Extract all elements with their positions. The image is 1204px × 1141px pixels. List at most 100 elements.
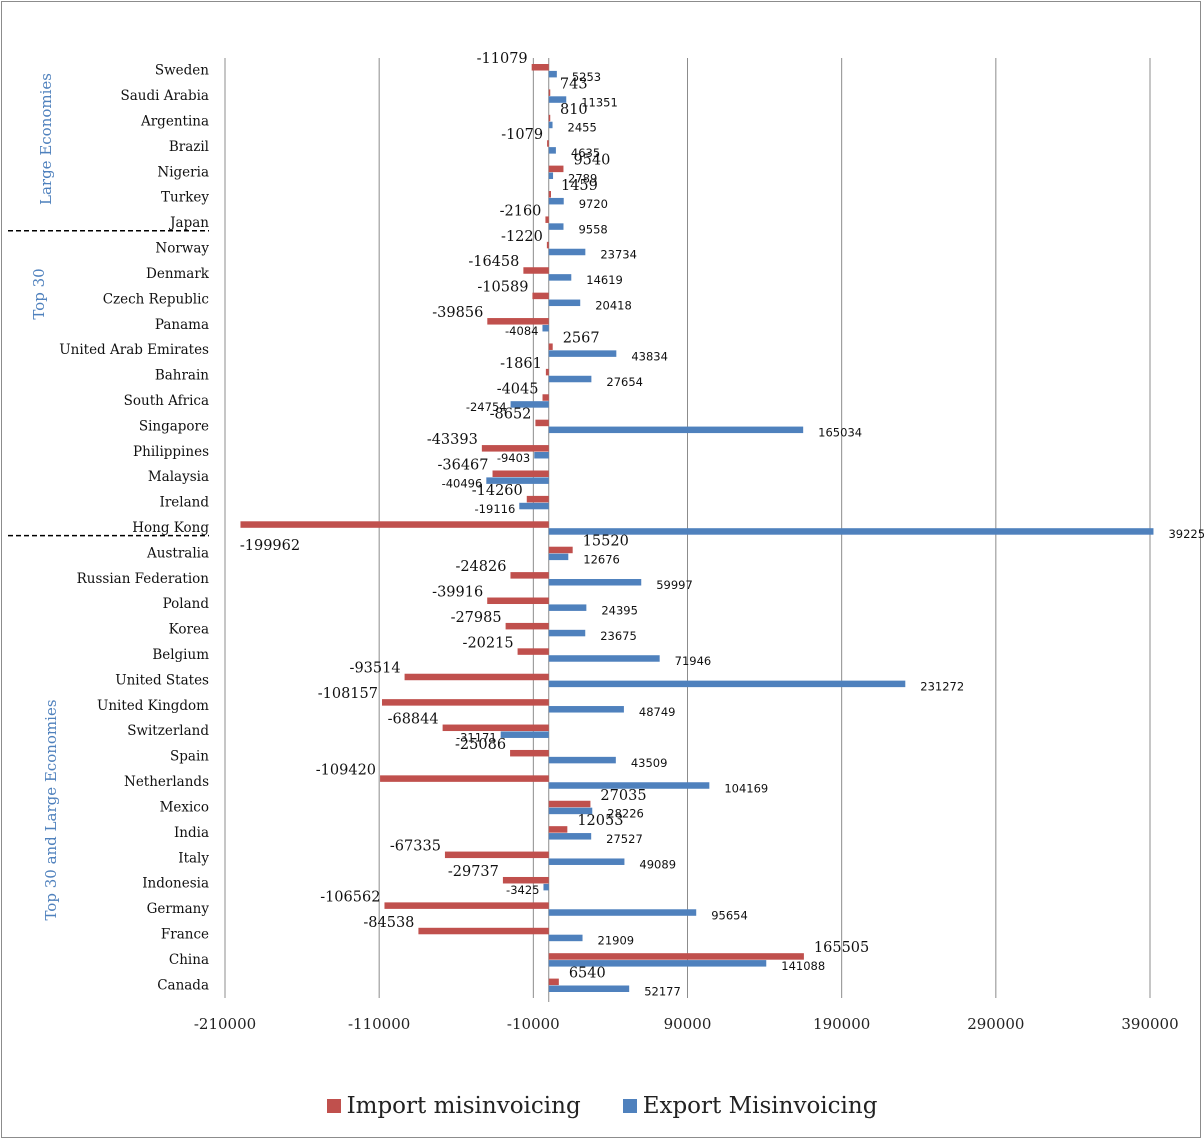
bar-import xyxy=(510,749,549,757)
data-label-import: -29737 xyxy=(448,864,499,880)
data-label-import: -16458 xyxy=(468,254,519,270)
category-label: Mexico xyxy=(160,799,209,815)
bar-export xyxy=(548,985,630,992)
data-label-export: 104169 xyxy=(724,781,768,795)
bar-import xyxy=(532,292,549,300)
bar-import xyxy=(548,546,573,554)
legend-swatch-import xyxy=(326,1099,341,1113)
legend-label-import: Import misinvoicing xyxy=(346,1093,581,1119)
data-label-export: 165034 xyxy=(818,426,862,440)
bar-import xyxy=(492,470,549,477)
bar-import xyxy=(442,724,549,732)
data-label-import: 810 xyxy=(560,102,588,118)
bar-import xyxy=(382,699,549,706)
data-label-import: -36467 xyxy=(437,457,488,473)
category-label: Italy xyxy=(178,850,209,866)
category-label: Nigeria xyxy=(157,164,209,180)
data-label-import: -84538 xyxy=(363,915,414,931)
bar-export xyxy=(548,274,572,281)
data-label-import: -10589 xyxy=(477,280,528,296)
legend: Import misinvoicing Export Misinvoicing xyxy=(0,1088,1204,1124)
data-label-import: -1079 xyxy=(501,127,543,143)
bar-import xyxy=(545,368,549,376)
bar-export xyxy=(548,782,710,789)
data-label-import: -93514 xyxy=(350,661,401,677)
data-label-export: 4635 xyxy=(571,146,600,160)
legend-item-export: Export Misinvoicing xyxy=(622,1093,877,1119)
data-label-export: 20418 xyxy=(595,299,632,313)
data-label-import: -108157 xyxy=(318,686,378,702)
group-label: Top 30 xyxy=(30,268,48,319)
group-label: Large Economies xyxy=(37,73,55,205)
bar-import xyxy=(240,521,549,528)
data-label-import: 9540 xyxy=(573,153,610,169)
data-label-export: 59997 xyxy=(656,578,693,592)
bar-export xyxy=(548,807,593,815)
bar-export xyxy=(548,655,660,662)
category-label: France xyxy=(161,926,209,942)
data-label-import: 165505 xyxy=(814,940,869,956)
category-label: Argentina xyxy=(140,114,209,130)
data-label-import: -14260 xyxy=(472,483,523,499)
data-label-import: -24826 xyxy=(455,559,506,575)
data-label-import: -67335 xyxy=(390,839,441,855)
data-label-export: -3425 xyxy=(506,883,539,897)
bar-export xyxy=(548,680,906,688)
data-label-export: 11351 xyxy=(581,95,618,109)
bar-export xyxy=(510,401,549,408)
category-label: Switzerland xyxy=(127,723,209,739)
bar-import xyxy=(542,394,549,401)
data-label-export: 2455 xyxy=(568,121,597,135)
data-label-import: 1459 xyxy=(561,178,598,194)
bar-export xyxy=(548,350,617,357)
x-tick-label: 190000 xyxy=(813,1015,870,1033)
data-label-export: 14619 xyxy=(586,273,623,287)
data-label-import: -2160 xyxy=(500,203,542,219)
data-label-export: 12676 xyxy=(583,553,620,567)
category-label: Ireland xyxy=(160,495,210,511)
legend-swatch-export xyxy=(622,1099,637,1113)
x-tick-label: -10000 xyxy=(507,1015,560,1033)
data-label-import: 6540 xyxy=(569,966,606,982)
x-tick-label: 390000 xyxy=(1121,1015,1178,1033)
bar-export xyxy=(548,833,592,840)
data-label-export: 52177 xyxy=(644,984,681,998)
data-label-import: 743 xyxy=(560,76,588,92)
category-label: Turkey xyxy=(161,190,209,206)
category-label: Malaysia xyxy=(148,469,209,485)
data-label-import: 12053 xyxy=(577,813,623,829)
data-label-export: 28226 xyxy=(607,807,644,821)
bar-import xyxy=(505,622,549,630)
bar-import xyxy=(548,114,551,122)
bar-export xyxy=(548,629,586,637)
bar-export xyxy=(548,579,642,586)
bar-export xyxy=(486,477,549,484)
data-label-export: 71946 xyxy=(675,654,712,668)
data-label-export: 43834 xyxy=(631,349,668,363)
bar-export xyxy=(548,121,553,129)
bar-export xyxy=(534,451,549,459)
bar-import xyxy=(548,191,551,198)
bar-export xyxy=(548,706,624,713)
bar-import xyxy=(547,140,549,147)
category-label: Australia xyxy=(146,545,209,561)
bar-export xyxy=(548,604,587,611)
data-label-import: -8652 xyxy=(490,407,532,423)
bar-export xyxy=(548,248,586,256)
bar-export xyxy=(548,909,697,916)
data-label-import: -1220 xyxy=(501,229,543,245)
category-label: Sweden xyxy=(155,63,209,79)
category-label: United Arab Emirates xyxy=(59,342,209,358)
bar-import xyxy=(380,775,549,782)
bar-export xyxy=(542,324,549,332)
category-label: Singapore xyxy=(139,418,209,434)
bar-import xyxy=(546,241,549,249)
bar-import xyxy=(548,953,804,960)
bar-export xyxy=(548,299,581,307)
bar-import xyxy=(502,876,549,884)
category-label: Denmark xyxy=(146,266,210,282)
data-label-export: 9558 xyxy=(578,222,607,236)
bar-export xyxy=(548,756,616,764)
bar-import xyxy=(384,902,549,909)
category-label: Bahrain xyxy=(155,368,209,384)
